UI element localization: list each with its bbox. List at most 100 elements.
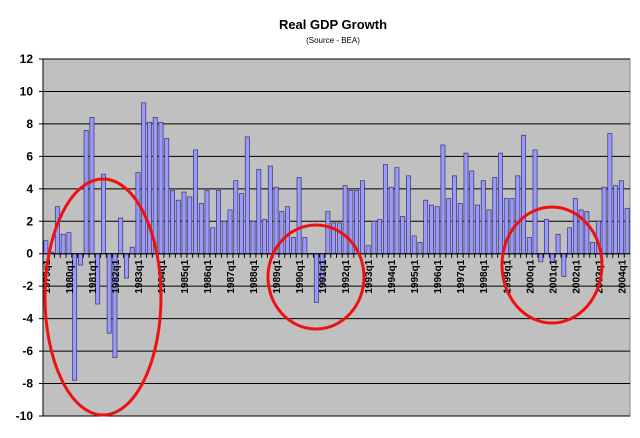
plot-area	[42, 58, 631, 417]
bar-1980q1	[66, 232, 72, 255]
bar-2001q4	[567, 227, 572, 255]
x-tick-label: 2000q1	[525, 259, 536, 293]
bar-2002q1	[572, 198, 578, 255]
bar-1998q2	[486, 209, 492, 255]
bar-1996q4	[452, 175, 457, 255]
y-tick-label: 2	[26, 214, 33, 228]
bar-1984q4	[175, 199, 181, 255]
x-tick-label: 1992q1	[341, 259, 352, 293]
bar-1987q3	[239, 193, 244, 255]
x-tick-label: 1981q1	[88, 259, 99, 293]
bar-1996q2	[440, 144, 446, 255]
y-tick-label: 8	[26, 117, 33, 131]
x-tick-label: 1984q1	[157, 259, 168, 293]
bar-1983q4	[152, 117, 158, 255]
x-tick-label: 1979q1	[42, 259, 53, 293]
bar-1998q1	[480, 180, 486, 255]
bar-1994q2	[394, 167, 400, 255]
x-tick-label: 1996q1	[433, 259, 444, 293]
x-tick-label: 2001q1	[548, 259, 559, 293]
recession-circle-2001	[500, 205, 604, 325]
x-tick-label: 1990q1	[295, 259, 306, 293]
bar-1983q1	[135, 172, 141, 255]
x-tick-label: 1983q1	[134, 259, 145, 293]
x-tick-label: 1995q1	[410, 259, 421, 293]
x-tick-label: 2004q1	[617, 259, 628, 293]
bar-1986q3	[216, 190, 221, 255]
bar-1996q3	[446, 198, 452, 255]
bar-1986q1	[204, 190, 210, 255]
bar-1986q2	[210, 227, 216, 255]
y-tick-label: 4	[26, 182, 33, 196]
bar-1994q3	[400, 216, 406, 255]
bar-1999q3	[515, 175, 521, 255]
bar-1987q4	[244, 136, 250, 255]
bar-1995q1	[411, 235, 417, 255]
bar-1987q2	[233, 180, 239, 255]
x-tick-label: 1986q1	[203, 259, 214, 293]
bar-2002q3	[584, 211, 590, 255]
y-tick-label: 0	[26, 247, 33, 261]
bar-2003q3	[607, 133, 613, 255]
bar-1988q4	[267, 165, 273, 255]
bar-1997q1	[457, 203, 463, 255]
bar-1995q4	[429, 204, 434, 255]
bar-2003q4	[613, 185, 619, 255]
bar-1981q3	[101, 173, 106, 255]
bar-1986q4	[221, 220, 227, 255]
bar-1980q4	[83, 130, 89, 255]
bar-1991q4	[336, 222, 342, 255]
bar-1987q1	[227, 209, 233, 255]
bar-1984q1	[158, 121, 164, 255]
bar-1989q3	[285, 206, 291, 255]
bar-1999q4	[521, 134, 526, 255]
bar-1997q4	[475, 204, 480, 255]
y-tick-label: -6	[22, 344, 33, 358]
bar-1982q2	[118, 217, 124, 255]
bar-1995q3	[423, 199, 429, 255]
bar-1991q2	[325, 211, 331, 255]
x-tick-label: 1989q1	[272, 259, 283, 293]
x-tick-label: 1994q1	[387, 259, 398, 293]
bar-2000q4	[544, 219, 549, 255]
bar-1985q2	[187, 196, 193, 255]
bar-1984q2	[164, 138, 170, 255]
bar-1996q1	[434, 206, 440, 255]
y-tick-label: -4	[22, 312, 33, 326]
bar-1992q3	[354, 190, 360, 255]
bar-1993q1	[365, 245, 371, 255]
bar-1982q4	[129, 246, 135, 255]
bar-1983q2	[141, 102, 147, 255]
bar-2000q3	[538, 253, 544, 263]
bar-1988q3	[262, 219, 267, 255]
bar-1992q1	[342, 185, 348, 255]
x-tick-label: 1991q1	[318, 259, 329, 293]
bar-1997q3	[469, 170, 475, 255]
chart-subtitle: (Source - BEA)	[306, 36, 360, 45]
bar-1998q4	[498, 152, 503, 255]
bar-1997q2	[463, 152, 469, 255]
bar-1979q1	[43, 240, 49, 255]
bar-2004q1	[618, 180, 624, 255]
y-tick-label: -10	[16, 409, 34, 423]
x-tick-label: 2002q1	[571, 259, 582, 293]
bar-1979q4	[60, 233, 66, 255]
bar-1985q3	[193, 149, 198, 255]
bar-2001q3	[561, 253, 567, 277]
bar-1989q2	[279, 211, 285, 255]
bar-1988q2	[256, 168, 262, 255]
bar-1990q1	[296, 177, 302, 255]
bar-1980q3	[77, 253, 83, 266]
x-tick-label: 1997q1	[456, 259, 467, 293]
bar-1992q4	[359, 180, 365, 255]
x-tick-label: 1982q1	[111, 259, 122, 293]
y-tick-label: 12	[20, 52, 34, 66]
x-tick-label: 1988q1	[249, 259, 260, 293]
bar-1988q1	[250, 220, 256, 255]
bar-1993q2	[371, 220, 377, 255]
bar-1998q3	[492, 177, 498, 255]
bar-2002q4	[590, 242, 596, 255]
x-tick-label: 1985q1	[180, 259, 191, 293]
bar-2001q2	[555, 233, 561, 255]
